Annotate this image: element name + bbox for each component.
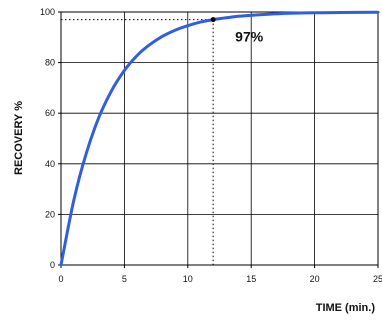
annotation-guides — [61, 19, 214, 265]
y-axis-title: RECOVERY % — [13, 101, 25, 175]
annotation-point — [210, 17, 216, 23]
x-tick-label-25: 25 — [373, 274, 382, 284]
grid-lines — [58, 11, 379, 268]
annotation-label: 97% — [235, 29, 264, 45]
tick-labels: 0 5 10 15 20 25 0 20 40 60 80 100 — [40, 7, 382, 284]
y-tick-label-40: 40 — [45, 159, 55, 169]
y-tick-label-80: 80 — [45, 58, 55, 68]
y-tick-label-100: 100 — [40, 7, 55, 17]
y-tick-label-0: 0 — [50, 260, 55, 270]
y-tick-label-60: 60 — [45, 108, 55, 118]
plot-area — [60, 11, 379, 266]
y-tick-label-20: 20 — [45, 209, 55, 219]
x-tick-label-5: 5 — [122, 274, 127, 284]
x-tick-label-0: 0 — [58, 274, 63, 284]
x-tick-label-20: 20 — [310, 274, 320, 284]
x-axis-title: TIME (min.) — [316, 302, 376, 314]
x-tick-label-15: 15 — [246, 274, 256, 284]
recovery-curve — [59, 10, 380, 267]
x-tick-label-10: 10 — [183, 274, 193, 284]
